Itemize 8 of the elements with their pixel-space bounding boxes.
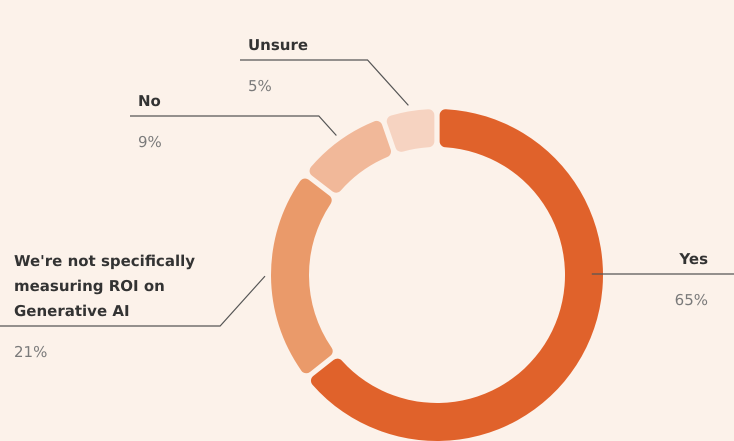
data-label: 5% [248, 77, 272, 95]
slice-label: Unsure [248, 36, 308, 54]
data-label: 9% [138, 133, 162, 151]
slice-label: We're not specifically measuring ROI on Generative AI [14, 252, 196, 320]
slice-label: No [138, 92, 161, 110]
data-label: 65% [674, 291, 708, 309]
data-label: 21% [14, 343, 48, 361]
slice-label: Yes [678, 250, 708, 268]
